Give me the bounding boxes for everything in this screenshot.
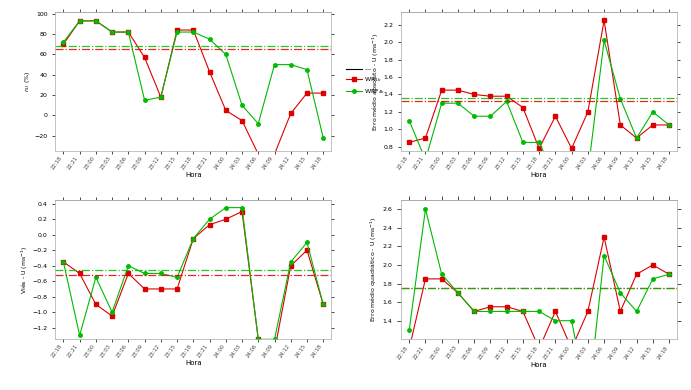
Y-axis label: $n_U$ (%): $n_U$ (%) <box>23 71 32 92</box>
X-axis label: Hora: Hora <box>185 172 202 178</box>
Y-axis label: Viés - U (ms$^{-1}$): Viés - U (ms$^{-1}$) <box>19 246 30 294</box>
Y-axis label: Erro médio absoluto - U (ms$^{-1}$): Erro médio absoluto - U (ms$^{-1}$) <box>370 32 381 131</box>
X-axis label: Hora: Hora <box>185 360 202 366</box>
X-axis label: Hora: Hora <box>531 362 547 368</box>
Legend: —, WR$_{1k}$, WRF$_{4k}$: —, WR$_{1k}$, WRF$_{4k}$ <box>345 66 388 98</box>
Y-axis label: Erro médio quadrático - U (ms$^{-1}$): Erro médio quadrático - U (ms$^{-1}$) <box>369 217 379 322</box>
X-axis label: Hora: Hora <box>531 172 547 178</box>
